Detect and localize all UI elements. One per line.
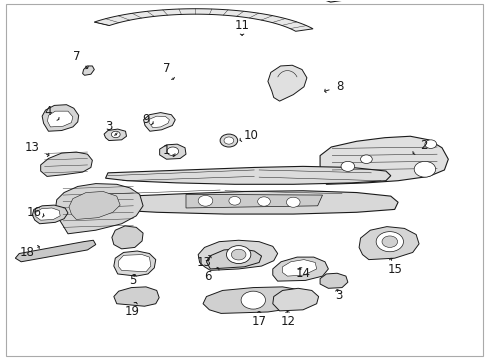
Text: 6: 6: [204, 267, 219, 283]
Text: 12: 12: [280, 311, 295, 328]
Circle shape: [111, 131, 120, 138]
Text: 11: 11: [234, 19, 249, 35]
Polygon shape: [94, 9, 312, 31]
Polygon shape: [69, 192, 120, 220]
Polygon shape: [114, 251, 156, 276]
Polygon shape: [114, 287, 159, 306]
Polygon shape: [272, 257, 328, 281]
Polygon shape: [320, 136, 447, 184]
Polygon shape: [36, 208, 60, 220]
Circle shape: [381, 236, 397, 247]
Circle shape: [231, 249, 245, 260]
Text: 19: 19: [124, 302, 140, 319]
Text: 10: 10: [240, 129, 258, 142]
Text: 18: 18: [20, 246, 39, 259]
Polygon shape: [81, 191, 397, 214]
Polygon shape: [282, 260, 316, 276]
Circle shape: [413, 161, 435, 177]
Text: 7: 7: [163, 62, 174, 79]
Circle shape: [375, 231, 403, 252]
Circle shape: [241, 291, 265, 309]
Polygon shape: [203, 287, 303, 314]
Polygon shape: [104, 129, 126, 140]
Polygon shape: [159, 144, 185, 159]
Polygon shape: [41, 152, 92, 176]
Polygon shape: [82, 66, 94, 75]
Polygon shape: [320, 273, 347, 288]
Text: 7: 7: [72, 50, 88, 69]
Polygon shape: [119, 255, 151, 272]
Polygon shape: [185, 194, 322, 208]
Text: 13: 13: [197, 256, 211, 269]
Text: 4: 4: [44, 105, 59, 120]
Text: 3: 3: [334, 289, 342, 302]
Polygon shape: [267, 65, 306, 101]
Text: 5: 5: [128, 274, 136, 287]
Text: 17: 17: [251, 311, 266, 328]
Polygon shape: [105, 166, 390, 184]
Polygon shape: [112, 226, 143, 249]
Text: 2: 2: [412, 139, 427, 154]
Circle shape: [424, 140, 436, 148]
Text: 15: 15: [386, 258, 401, 276]
Circle shape: [220, 134, 237, 147]
Polygon shape: [198, 240, 277, 270]
Text: 8: 8: [324, 80, 343, 93]
Text: 9: 9: [142, 113, 153, 126]
Circle shape: [226, 246, 250, 264]
Circle shape: [286, 197, 300, 207]
Text: 13: 13: [25, 141, 49, 157]
Polygon shape: [42, 105, 79, 131]
Polygon shape: [55, 184, 143, 234]
Polygon shape: [206, 249, 261, 269]
Circle shape: [224, 137, 233, 144]
Text: 14: 14: [295, 267, 310, 280]
Circle shape: [166, 147, 178, 156]
Polygon shape: [47, 111, 73, 127]
Circle shape: [257, 197, 270, 206]
Circle shape: [198, 195, 212, 206]
Text: 3: 3: [105, 120, 117, 135]
Text: 16: 16: [26, 207, 44, 220]
Circle shape: [228, 197, 240, 205]
Polygon shape: [15, 240, 96, 262]
Polygon shape: [94, 0, 343, 2]
Polygon shape: [149, 116, 169, 128]
Circle shape: [360, 155, 371, 163]
Text: 1: 1: [163, 144, 175, 157]
Polygon shape: [272, 288, 318, 311]
Polygon shape: [32, 205, 68, 224]
Polygon shape: [143, 113, 175, 131]
Circle shape: [340, 161, 354, 171]
Polygon shape: [358, 226, 418, 260]
